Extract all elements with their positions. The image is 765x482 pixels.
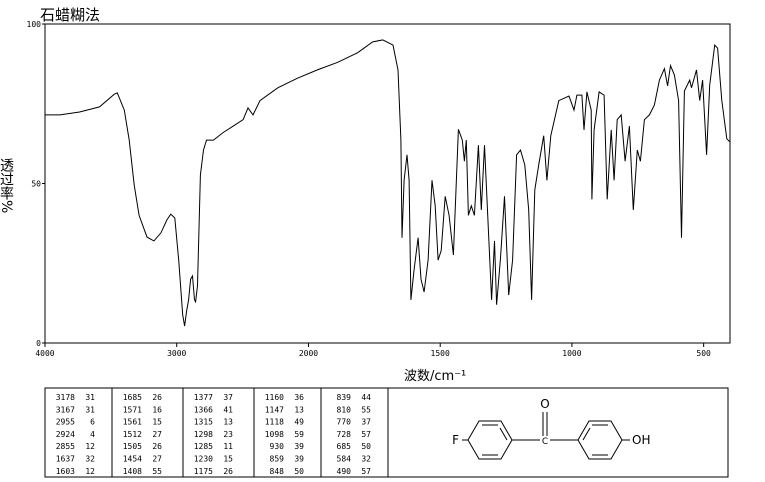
peak-wavenumber: 1098 [265, 430, 284, 439]
peak-transmittance: 4 [90, 430, 95, 439]
peak-transmittance: 39 [294, 442, 304, 451]
atom-label: OH [632, 433, 650, 447]
atom-label: O [540, 397, 549, 411]
structure [462, 412, 630, 460]
peak-wavenumber: 1408 [123, 467, 142, 476]
peak-transmittance: 12 [85, 442, 95, 451]
peak-wavenumber: 3167 [56, 405, 75, 414]
x-axis-label: 波数/cm⁻¹ [404, 369, 466, 384]
peak-transmittance: 31 [85, 393, 95, 402]
peak-wavenumber: 848 [270, 467, 285, 476]
peak-transmittance: 23 [223, 430, 233, 439]
peak-transmittance: 26 [223, 467, 233, 476]
y-tick-label: 100 [27, 20, 42, 29]
peak-transmittance: 16 [152, 405, 162, 414]
peak-transmittance: 36 [294, 393, 304, 402]
peak-transmittance: 41 [223, 405, 233, 414]
atom-label: F [452, 433, 459, 447]
peak-wavenumber: 859 [270, 455, 285, 464]
peak-wavenumber: 1285 [194, 442, 213, 451]
peak-transmittance: 13 [223, 418, 233, 427]
peak-transmittance: 32 [85, 455, 95, 464]
peak-wavenumber: 810 [337, 405, 352, 414]
peak-wavenumber: 584 [337, 455, 352, 464]
peak-transmittance: 49 [294, 418, 304, 427]
peak-wavenumber: 1315 [194, 418, 213, 427]
bond [582, 427, 591, 441]
peak-wavenumber: 3178 [56, 393, 75, 402]
peak-wavenumber: 685 [337, 442, 352, 451]
y-tick-label: 50 [31, 180, 41, 189]
peak-transmittance: 31 [85, 405, 95, 414]
atom-c: C [542, 437, 548, 447]
peak-transmittance: 26 [152, 442, 162, 451]
peak-transmittance: 32 [361, 455, 371, 464]
peak-wavenumber: 1505 [123, 442, 142, 451]
y-axis-label: 透过率% [0, 158, 14, 213]
peak-transmittance: 57 [361, 467, 371, 476]
peak-transmittance: 27 [152, 430, 162, 439]
peak-transmittance: 13 [294, 405, 304, 414]
peak-wavenumber: 2924 [56, 430, 75, 439]
peak-wavenumber: 839 [337, 393, 352, 402]
peak-transmittance: 57 [361, 430, 371, 439]
peak-transmittance: 55 [152, 467, 162, 476]
peak-wavenumber: 1147 [265, 405, 284, 414]
peak-transmittance: 55 [361, 405, 371, 414]
peak-wavenumber: 1561 [123, 418, 142, 427]
bond [499, 427, 508, 441]
x-tick-label: 1500 [431, 349, 450, 358]
peak-transmittance: 27 [152, 455, 162, 464]
peak-transmittance: 37 [361, 418, 371, 427]
peak-wavenumber: 930 [270, 442, 285, 451]
peak-wavenumber: 1298 [194, 430, 213, 439]
peak-transmittance: 50 [294, 467, 304, 476]
x-tick-label: 4000 [35, 349, 54, 358]
peak-wavenumber: 1118 [265, 418, 284, 427]
x-tick-label: 500 [696, 349, 711, 358]
y-tick-label: 0 [36, 339, 41, 348]
peak-transmittance: 11 [223, 442, 233, 451]
spectrum-line [45, 39, 731, 327]
peak-wavenumber: 1603 [56, 467, 75, 476]
peak-wavenumber: 1366 [194, 405, 213, 414]
peak-wavenumber: 1454 [123, 455, 142, 464]
peak-transmittance: 50 [361, 442, 371, 451]
peak-wavenumber: 490 [337, 467, 352, 476]
peak-transmittance: 59 [294, 430, 304, 439]
plot-frame [44, 23, 731, 344]
peak-wavenumber: 2855 [56, 442, 75, 451]
peak-wavenumber: 728 [337, 430, 352, 439]
peak-wavenumber: 1230 [194, 455, 213, 464]
peak-transmittance: 15 [152, 418, 162, 427]
peak-wavenumber: 1685 [123, 393, 142, 402]
peak-wavenumber: 1637 [56, 455, 75, 464]
peak-wavenumber: 770 [337, 418, 352, 427]
benzene-ring [577, 420, 623, 460]
peak-wavenumber: 1512 [123, 430, 142, 439]
peak-transmittance: 12 [85, 467, 95, 476]
peak-wavenumber: 1377 [194, 393, 213, 402]
peak-transmittance: 15 [223, 455, 233, 464]
x-tick-label: 3000 [167, 349, 186, 358]
x-tick-label: 1000 [562, 349, 581, 358]
peak-transmittance: 44 [361, 393, 371, 402]
peak-wavenumber: 1175 [194, 467, 213, 476]
peak-wavenumber: 2955 [56, 418, 75, 427]
peak-transmittance: 6 [90, 418, 95, 427]
peak-transmittance: 37 [223, 393, 233, 402]
peak-transmittance: 26 [152, 393, 162, 402]
table-frame [44, 387, 729, 478]
benzene-ring [467, 420, 513, 460]
chart-title: 石蜡糊法 [40, 6, 100, 24]
peak-transmittance: 39 [294, 455, 304, 464]
peak-wavenumber: 1571 [123, 405, 142, 414]
x-tick-label: 2000 [299, 349, 318, 358]
peak-wavenumber: 1160 [265, 393, 284, 402]
